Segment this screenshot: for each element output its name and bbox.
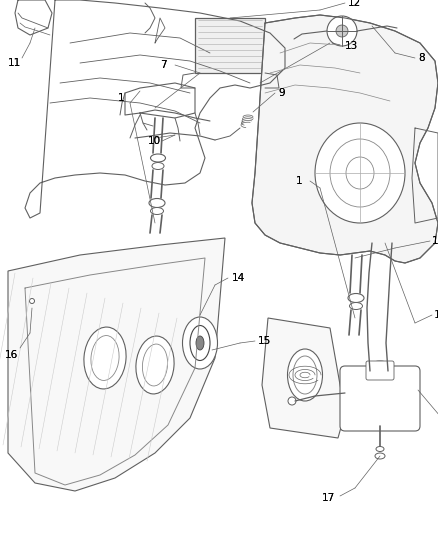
Text: 1: 1 [432, 236, 438, 246]
Ellipse shape [29, 298, 35, 303]
Ellipse shape [350, 303, 363, 310]
Ellipse shape [149, 198, 165, 207]
Ellipse shape [375, 453, 385, 459]
Ellipse shape [183, 317, 218, 369]
Text: 7: 7 [160, 60, 166, 70]
Text: 13: 13 [345, 41, 358, 51]
Ellipse shape [91, 336, 119, 381]
Ellipse shape [196, 336, 204, 350]
Ellipse shape [293, 356, 317, 394]
Text: 1: 1 [434, 310, 438, 320]
Text: 1: 1 [296, 176, 303, 186]
Text: 1: 1 [118, 93, 125, 103]
Text: 12: 12 [348, 0, 361, 8]
Ellipse shape [151, 207, 163, 214]
Ellipse shape [330, 139, 390, 207]
Text: 1: 1 [296, 176, 303, 186]
Ellipse shape [142, 344, 168, 386]
Text: 11: 11 [8, 58, 21, 68]
FancyBboxPatch shape [366, 361, 394, 380]
Ellipse shape [346, 157, 374, 189]
Ellipse shape [376, 447, 384, 451]
Text: 15: 15 [258, 336, 271, 346]
Text: 14: 14 [232, 273, 245, 283]
Text: 8: 8 [418, 53, 424, 63]
Text: 17: 17 [322, 493, 335, 503]
Text: 10: 10 [148, 136, 161, 146]
Ellipse shape [315, 123, 405, 223]
Text: 14: 14 [232, 273, 245, 283]
Polygon shape [262, 318, 345, 438]
Ellipse shape [348, 294, 364, 303]
Ellipse shape [336, 25, 348, 37]
Text: 9: 9 [278, 88, 285, 98]
Text: 16: 16 [5, 350, 18, 360]
Ellipse shape [330, 44, 340, 49]
Text: 1: 1 [118, 93, 125, 103]
Text: 15: 15 [258, 336, 271, 346]
Ellipse shape [136, 336, 174, 394]
Polygon shape [252, 15, 438, 263]
Polygon shape [8, 238, 225, 491]
Ellipse shape [287, 349, 322, 401]
Text: 12: 12 [348, 0, 361, 8]
Text: 13: 13 [345, 41, 358, 51]
Text: 17: 17 [322, 493, 335, 503]
Ellipse shape [151, 154, 166, 162]
Ellipse shape [288, 397, 296, 405]
Text: 10: 10 [148, 136, 161, 146]
Text: 7: 7 [160, 60, 166, 70]
Text: 11: 11 [8, 58, 21, 68]
Ellipse shape [152, 163, 164, 169]
Text: 1: 1 [432, 236, 438, 246]
Text: 16: 16 [5, 350, 18, 360]
Text: 9: 9 [278, 88, 285, 98]
Ellipse shape [327, 16, 357, 46]
Ellipse shape [190, 326, 210, 360]
Ellipse shape [84, 327, 126, 389]
Bar [195, 18, 265, 73]
Text: 8: 8 [418, 53, 424, 63]
FancyBboxPatch shape [340, 366, 420, 431]
Ellipse shape [369, 361, 391, 371]
